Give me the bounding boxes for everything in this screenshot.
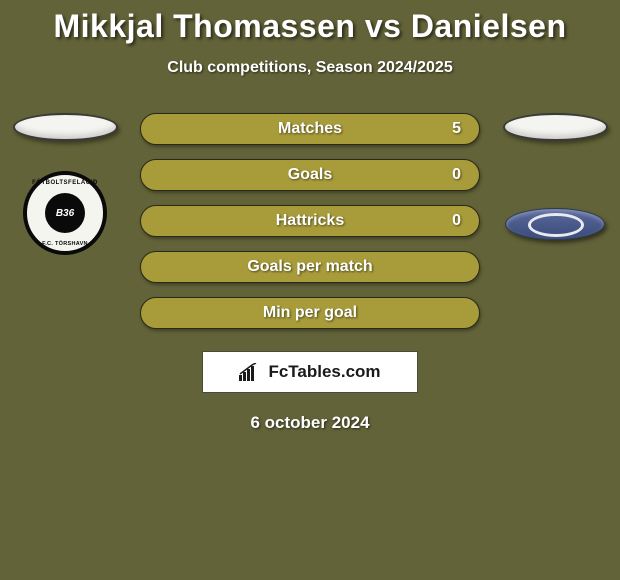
club-logo-bottom-text: F.C. TÓRSHAVN: [27, 241, 103, 247]
content-row: FÓTBOLTSFELAGIÐ B36 F.C. TÓRSHAVN Matche…: [0, 113, 620, 329]
stat-row-matches: Matches 5: [140, 113, 480, 145]
club-logo-b36: FÓTBOLTSFELAGIÐ B36 F.C. TÓRSHAVN: [23, 171, 107, 255]
club-badge-left: FÓTBOLTSFELAGIÐ B36 F.C. TÓRSHAVN: [15, 171, 115, 255]
stat-value: 0: [452, 166, 461, 184]
branding-text: FcTables.com: [268, 362, 380, 382]
stat-row-goals-per-match: Goals per match: [140, 251, 480, 283]
club-logo-right: [505, 208, 605, 240]
stat-row-min-per-goal: Min per goal: [140, 297, 480, 329]
stat-label: Goals: [288, 166, 332, 184]
stat-label: Hattricks: [276, 212, 344, 230]
club-badge-right: [505, 171, 605, 255]
stat-row-hattricks: Hattricks 0: [140, 205, 480, 237]
page-title: Mikkjal Thomassen vs Danielsen: [0, 8, 620, 45]
player-slot-left: [13, 113, 118, 141]
page-subtitle: Club competitions, Season 2024/2025: [0, 59, 620, 77]
right-column: [500, 113, 610, 255]
comparison-card: Mikkjal Thomassen vs Danielsen Club comp…: [0, 0, 620, 433]
club-logo-center-text: B36: [45, 193, 85, 233]
footer-date: 6 october 2024: [0, 413, 620, 433]
club-logo-top-text: FÓTBOLTSFELAGIÐ: [27, 180, 103, 186]
stats-column: Matches 5 Goals 0 Hattricks 0 Goals per …: [140, 113, 480, 329]
stat-row-goals: Goals 0: [140, 159, 480, 191]
stat-label: Min per goal: [263, 304, 357, 322]
player-slot-right: [503, 113, 608, 141]
stat-value: 5: [452, 120, 461, 138]
stat-label: Goals per match: [247, 258, 372, 276]
stat-value: 0: [452, 212, 461, 230]
stat-label: Matches: [278, 120, 342, 138]
left-column: FÓTBOLTSFELAGIÐ B36 F.C. TÓRSHAVN: [10, 113, 120, 255]
branding-box[interactable]: FcTables.com: [202, 351, 418, 393]
bar-chart-icon: [239, 363, 261, 381]
